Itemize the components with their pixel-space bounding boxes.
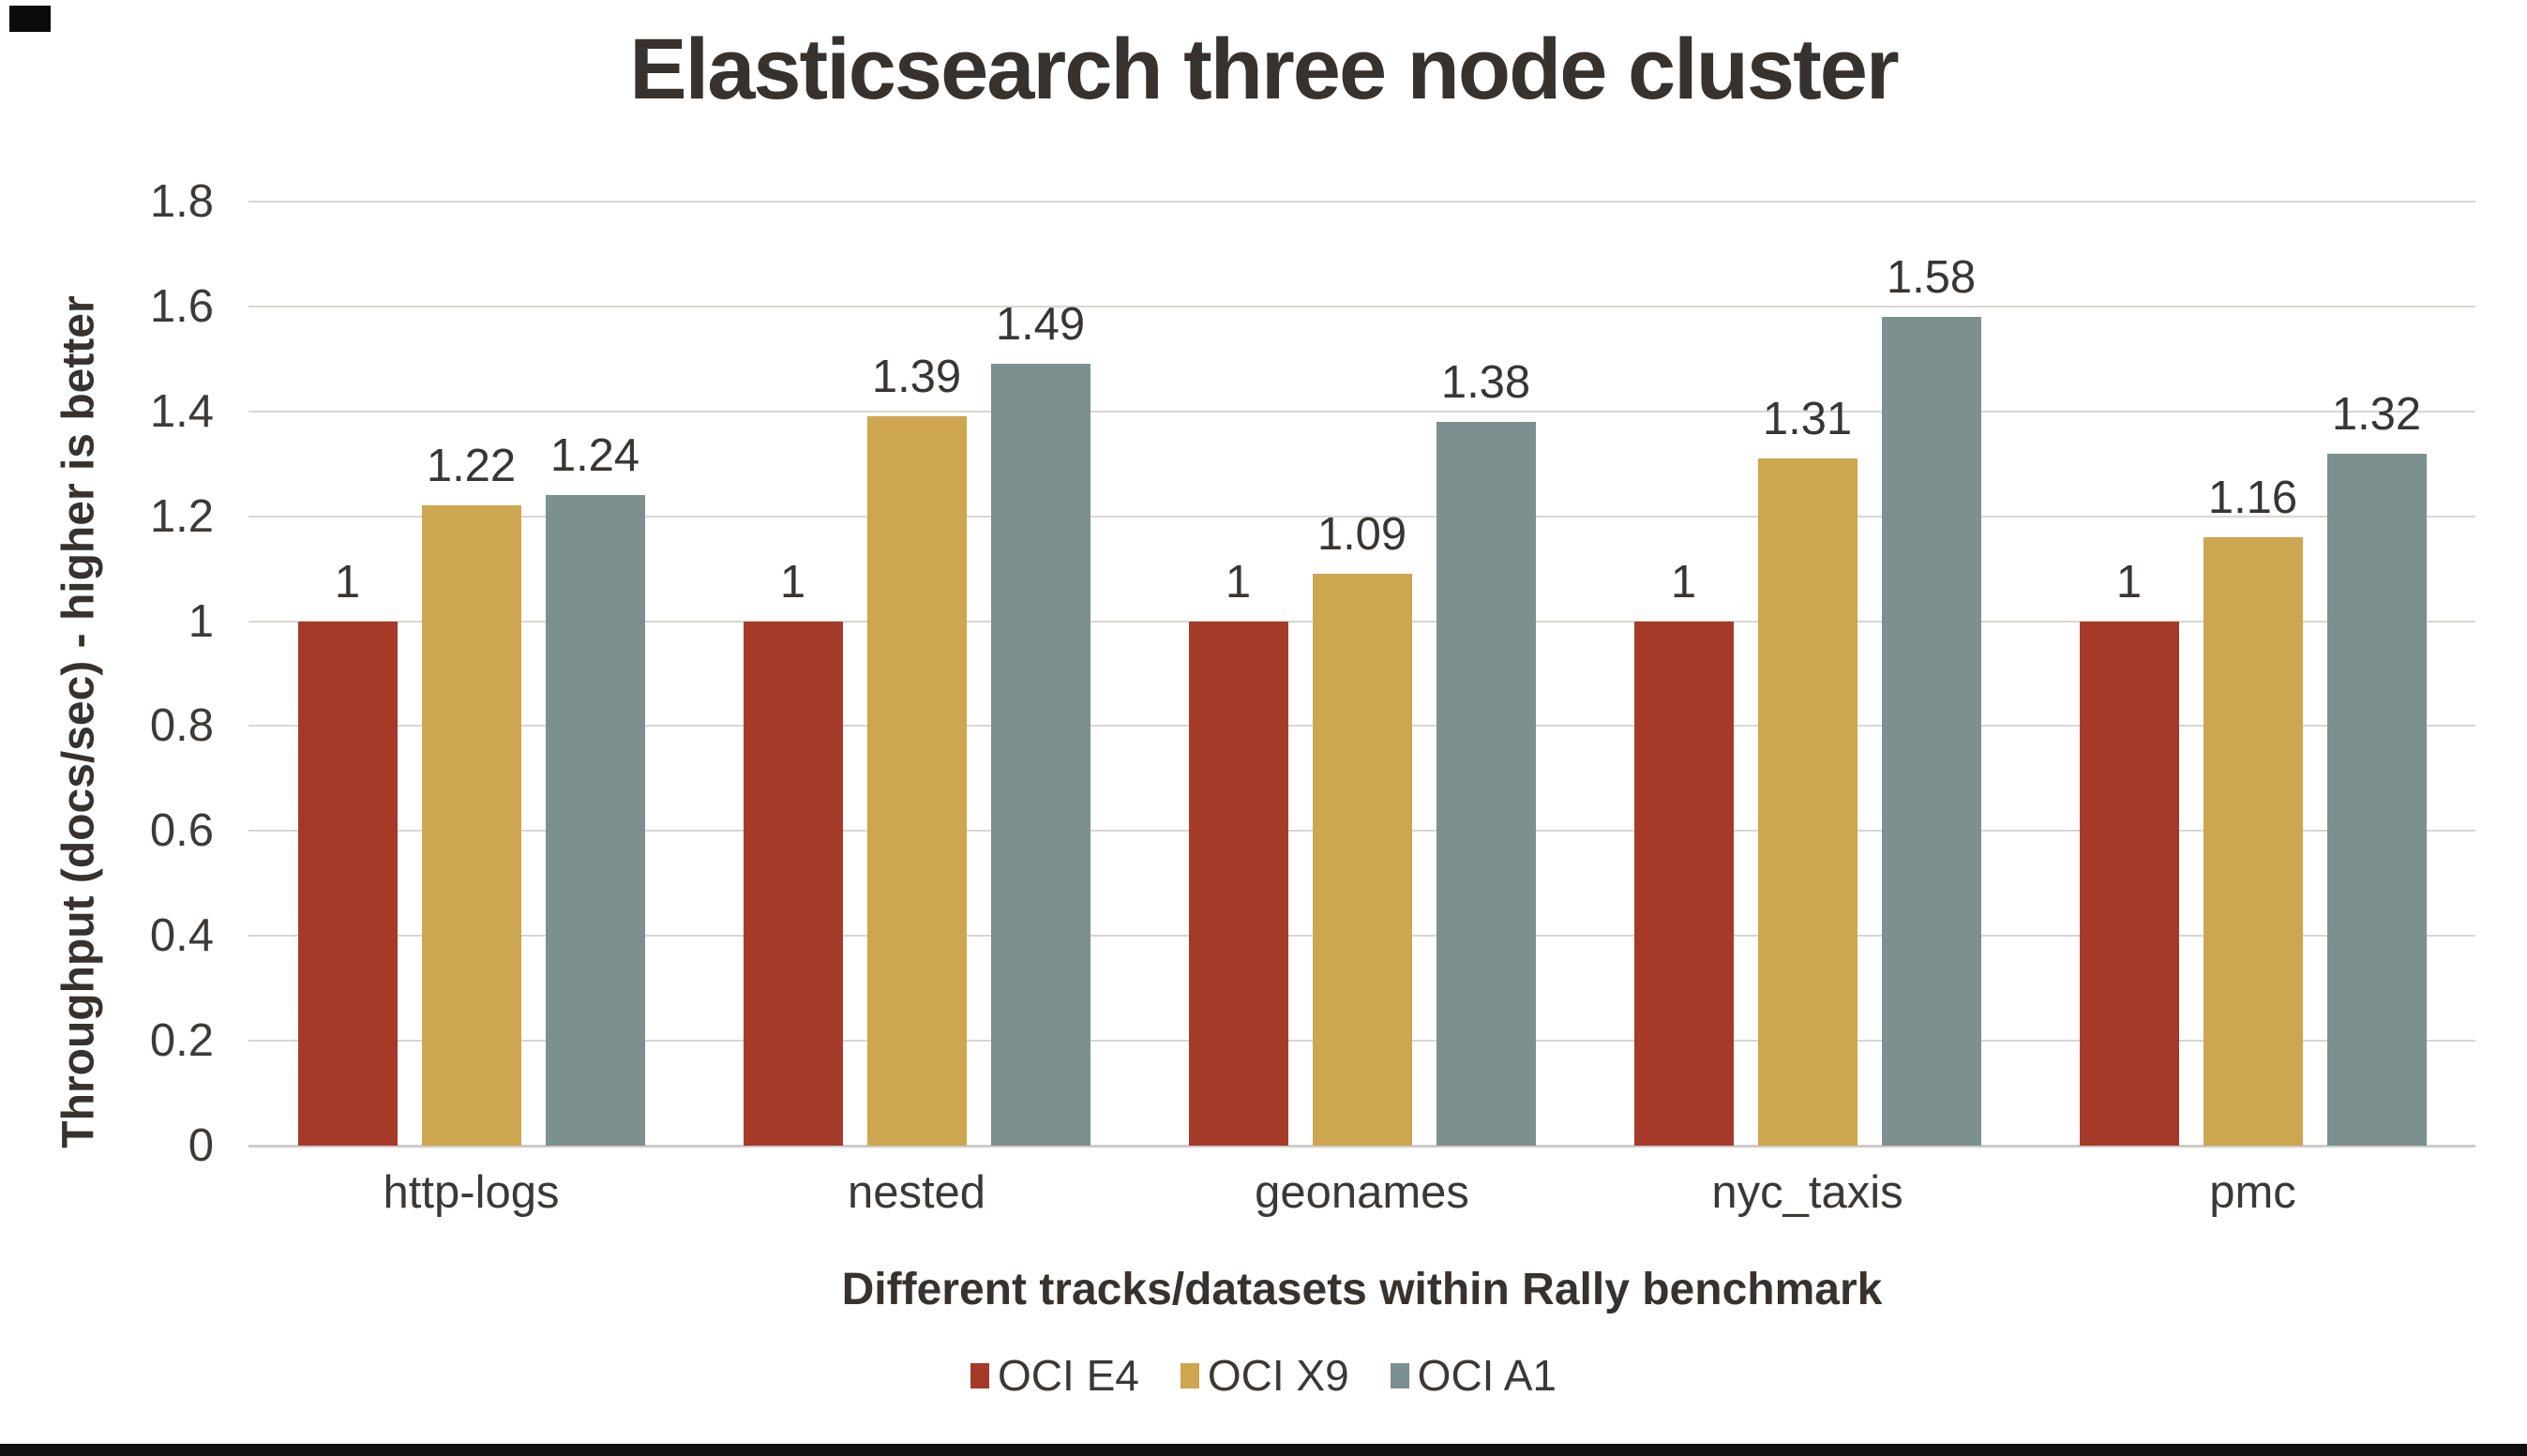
bar-group-nyc_taxis: 1 1.31 1.58 (1585, 202, 2030, 1146)
y-tick-label: 0.8 (149, 700, 214, 752)
y-tick-label: 1.8 (149, 176, 214, 227)
bar-oci-x9-nested: 1.39 (866, 352, 967, 1146)
category-label-nyc_taxis: nyc_taxis (1711, 1167, 1903, 1218)
bar-oci-e4-nested: 1 (743, 557, 843, 1146)
bar-value-label: 1.09 (1316, 509, 1407, 560)
legend-label: OCI E4 (998, 1351, 1139, 1400)
category-label-geonames: geonames (1255, 1167, 1469, 1218)
y-tick-label: 0.2 (149, 1015, 214, 1067)
bar-group-pmc: 1 1.16 1.32 (2030, 202, 2475, 1146)
bar-oci-x9-pmc: 1.16 (2203, 473, 2303, 1146)
bar-value-label: 1 (779, 557, 806, 608)
bar-value-label: 1 (2115, 557, 2143, 608)
bar-oci-a1-nyc_taxis: 1.58 (1881, 252, 1981, 1146)
legend-label: OCI A1 (1417, 1351, 1557, 1400)
legend-item-oci-e4: OCI E4 (970, 1350, 1139, 1401)
gridline (248, 515, 2475, 518)
category-label-pmc: pmc (2209, 1167, 2296, 1218)
bar-value-label: 1 (334, 557, 361, 608)
corner-artifact (9, 6, 51, 32)
gridline (248, 410, 2475, 413)
y-tick-label: 1.2 (149, 490, 214, 542)
y-tick-label: 1.6 (149, 280, 214, 332)
bar-oci-e4-geonames: 1 (1188, 557, 1288, 1146)
bar-value-label: 1.49 (995, 299, 1086, 350)
bar-group-geonames: 1 1.09 1.38 (1139, 202, 1585, 1146)
bar-value-label: 1.58 (1886, 252, 1977, 303)
x-axis-title: Different tracks/datasets within Rally b… (841, 1265, 1883, 1314)
legend-swatch-icon (1390, 1362, 1409, 1388)
gridline (248, 201, 2475, 203)
bar-oci-a1-http-logs: 1.24 (545, 430, 645, 1146)
bar-oci-x9-nyc_taxis: 1.31 (1757, 394, 1858, 1146)
bar-value-label: 1.32 (2331, 389, 2422, 440)
bar-oci-x9-geonames: 1.09 (1312, 509, 1412, 1146)
legend-label: OCI X9 (1207, 1351, 1349, 1400)
y-tick-label: 0.6 (149, 805, 214, 857)
bar-value-label: 1.39 (871, 352, 962, 402)
y-tick-label: 1.4 (149, 385, 214, 437)
bar-group-http-logs: 1 1.22 1.24 (248, 202, 694, 1146)
bar-oci-e4-pmc: 1 (2079, 557, 2179, 1146)
bar-oci-a1-pmc: 1.32 (2326, 389, 2427, 1146)
bottom-edge-bar (0, 1444, 2527, 1456)
legend: OCI E4 OCI X9 OCI A1 (0, 1350, 2527, 1401)
chart-title: Elasticsearch three node cluster (629, 22, 1899, 117)
category-label-http-logs: http-logs (383, 1167, 560, 1218)
bar-value-label: 1.16 (2207, 473, 2298, 523)
category-label-nested: nested (847, 1167, 986, 1218)
bar-value-label: 1 (1225, 557, 1252, 608)
legend-swatch-icon (1180, 1362, 1199, 1388)
y-tick-label: 0.4 (149, 910, 214, 962)
bar-value-label: 1.38 (1440, 357, 1531, 408)
legend-item-oci-a1: OCI A1 (1390, 1350, 1557, 1401)
bar-value-label: 1.31 (1762, 394, 1853, 444)
y-axis-ticks: 0 0.2 0.4 0.6 0.8 1 1.2 1.4 1.6 1.8 (0, 176, 214, 1171)
bar-oci-e4-http-logs: 1 (297, 557, 398, 1146)
y-tick-label: 1 (188, 595, 214, 647)
legend-swatch-icon (970, 1362, 990, 1388)
bar-oci-a1-geonames: 1.38 (1436, 357, 1536, 1146)
y-tick-label: 0 (188, 1120, 214, 1171)
bar-value-label: 1.22 (426, 441, 517, 491)
legend-item-oci-x9: OCI X9 (1180, 1350, 1349, 1401)
bar-value-label: 1 (1670, 557, 1697, 608)
x-axis-labels: http-logs nested geonames nyc_taxis pmc (248, 1166, 2475, 1232)
plot-area: 1 1.22 1.24 1 1.39 1.49 1 1.09 1.38 1 1.31 1.58 1 1.1… (248, 201, 2475, 1148)
bar-value-label: 1.24 (549, 430, 640, 481)
bar-oci-x9-http-logs: 1.22 (421, 441, 521, 1146)
x-axis-line (248, 1145, 2475, 1148)
bar-oci-a1-nested: 1.49 (990, 299, 1091, 1146)
gridline (248, 305, 2475, 308)
bar-group-nested: 1 1.39 1.49 (694, 202, 1139, 1146)
bar-oci-e4-nyc_taxis: 1 (1633, 557, 1734, 1146)
